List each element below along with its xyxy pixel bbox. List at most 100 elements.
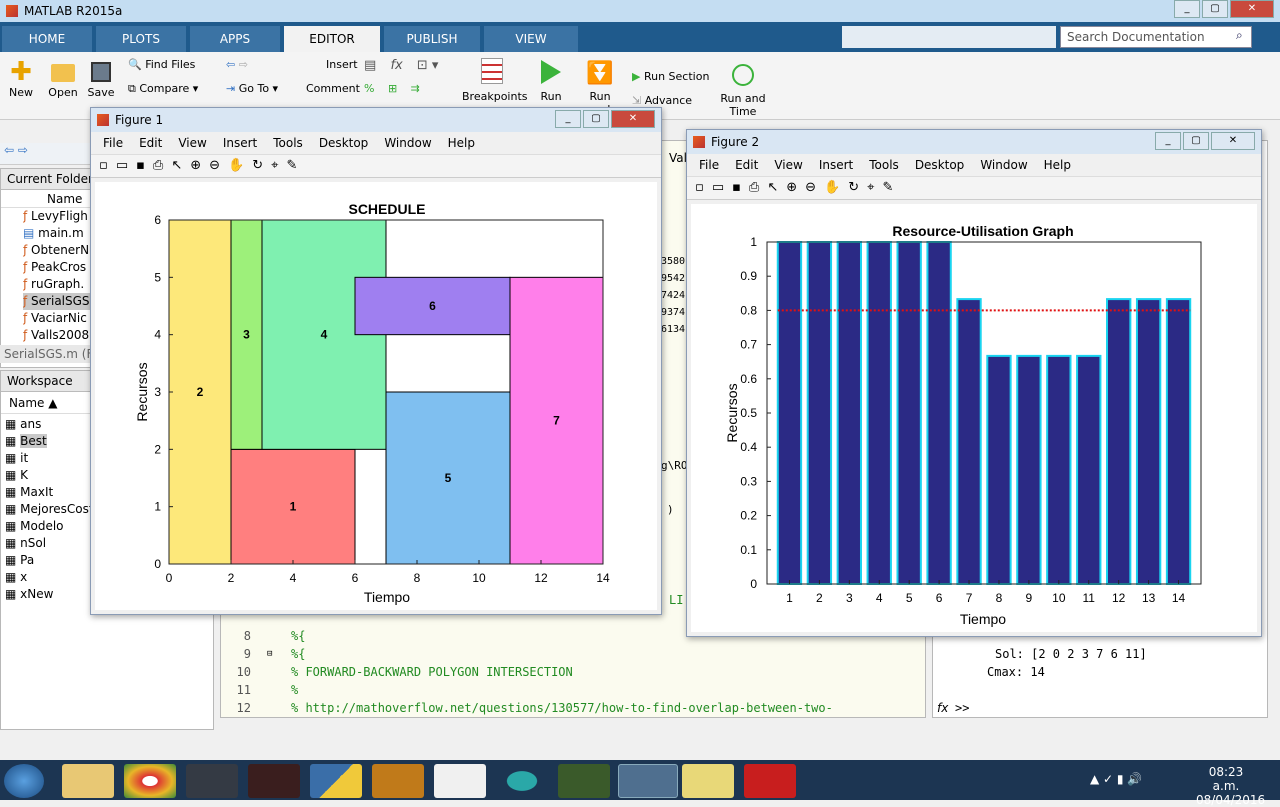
run-and-time-button[interactable]: Run and Time <box>720 58 766 118</box>
clock[interactable]: 08:23 a.m. 08/04/2016 <box>1196 765 1266 807</box>
new-figure-icon[interactable]: ▫ <box>99 158 116 173</box>
data-cursor-icon[interactable]: ⌖ <box>271 158 287 173</box>
fx-icon[interactable]: fx <box>937 701 949 715</box>
figure-1-window[interactable]: Figure 1 _ ▢ ✕ File Edit View Insert Too… <box>90 107 662 615</box>
search-icon[interactable]: ⌕ <box>1236 28 1243 42</box>
variable-row[interactable]: ▦ MaxIt <box>5 485 54 499</box>
menu-file[interactable]: File <box>103 136 124 150</box>
app-icon[interactable] <box>186 764 238 798</box>
insert-button[interactable]: Insert <box>326 58 358 71</box>
menu-window[interactable]: Window <box>384 136 432 150</box>
fold-icon[interactable]: ⊟ <box>267 649 273 659</box>
tab-view[interactable]: VIEW <box>484 26 578 52</box>
apps-grid-icon[interactable] <box>434 764 486 798</box>
file-row[interactable]: ƒ ObtenerN <box>23 243 90 257</box>
sublime-icon[interactable] <box>372 764 424 798</box>
ltspice-icon[interactable] <box>248 764 300 798</box>
variable-row[interactable]: ▦ Modelo <box>5 519 64 533</box>
variable-row[interactable]: ▦ xNew <box>5 587 54 601</box>
figure-2-titlebar[interactable]: Figure 2 _ ▢ ✕ <box>687 130 1261 154</box>
close-button[interactable]: ✕ <box>1211 132 1255 150</box>
variable-row[interactable]: ▦ ans <box>5 417 42 431</box>
file-row[interactable]: ƒ Valls2008 <box>23 328 90 342</box>
maximize-button[interactable]: ▢ <box>1183 132 1209 150</box>
go-to-button[interactable]: ⇥ Go To ▾ <box>226 82 279 95</box>
zoom-in-icon[interactable]: ⊕ <box>786 180 806 195</box>
maximize-button[interactable]: ▢ <box>583 110 609 128</box>
open-file-icon[interactable]: ▭ <box>115 158 137 173</box>
open-button[interactable]: Open <box>46 58 80 99</box>
menu-tools[interactable]: Tools <box>273 136 303 150</box>
matlab-taskbar-icon[interactable] <box>618 764 678 798</box>
brush-icon[interactable]: ✎ <box>286 158 306 173</box>
comment-button[interactable]: Comment <box>306 82 360 95</box>
save-figure-icon[interactable]: ▪ <box>136 158 153 173</box>
menu-desktop[interactable]: Desktop <box>914 158 965 172</box>
menu-desktop[interactable]: Desktop <box>318 136 369 150</box>
menu-window[interactable]: Window <box>980 158 1028 172</box>
figure-2-window[interactable]: Figure 2 _ ▢ ✕ File Edit View Insert Too… <box>686 129 1262 637</box>
file-row[interactable]: ƒ LevyFligh <box>23 209 88 223</box>
variable-row[interactable]: ▦ MejoresCost <box>5 502 94 516</box>
file-row[interactable]: ƒ ruGraph. <box>23 277 85 291</box>
tab-apps[interactable]: APPS <box>190 26 280 52</box>
editor-tab-fragment[interactable]: Vall <box>669 151 691 165</box>
android-studio-icon[interactable] <box>558 764 610 798</box>
variable-row[interactable]: ▦ Pa <box>5 553 35 567</box>
close-button[interactable]: ✕ <box>611 110 655 128</box>
nav-arrows[interactable]: ⇦ ⇨ <box>226 58 248 71</box>
forward-icon[interactable]: ⇨ <box>17 143 28 157</box>
menu-file[interactable]: File <box>699 158 720 172</box>
pan-icon[interactable]: ✋ <box>824 180 849 195</box>
pointer-icon[interactable]: ↖ <box>767 180 787 195</box>
brush-icon[interactable]: ✎ <box>882 180 902 195</box>
variable-row[interactable]: ▦ nSol <box>5 536 47 550</box>
quick-access-toolbar[interactable] <box>842 26 1056 48</box>
command-prompt[interactable]: >> <box>955 701 970 715</box>
open-file-icon[interactable]: ▭ <box>711 180 733 195</box>
pdf-reader-icon[interactable] <box>744 764 796 798</box>
close-button[interactable]: ✕ <box>1230 0 1274 18</box>
print-icon[interactable]: ⎙ <box>748 180 768 195</box>
run-section-button[interactable]: ▶ Run Section <box>632 70 710 83</box>
rotate-icon[interactable]: ↻ <box>848 180 868 195</box>
comment-tools[interactable]: % ⊞ ⇉ <box>364 82 420 95</box>
menu-edit[interactable]: Edit <box>735 158 759 172</box>
advance-button[interactable]: ⇲ Advance <box>632 94 693 107</box>
new-button[interactable]: ✚ New <box>6 58 36 99</box>
minimize-button[interactable]: _ <box>1174 0 1200 18</box>
save-button[interactable]: Save <box>86 58 116 99</box>
pan-icon[interactable]: ✋ <box>228 158 253 173</box>
menu-insert[interactable]: Insert <box>818 158 854 172</box>
tab-plots[interactable]: PLOTS <box>96 26 186 52</box>
file-row[interactable]: ▤ main.m <box>23 226 84 240</box>
file-row[interactable]: ƒ VaciarNic <box>23 311 87 325</box>
data-cursor-icon[interactable]: ⌖ <box>867 180 883 195</box>
tab-editor[interactable]: EDITOR <box>284 26 380 52</box>
menu-help[interactable]: Help <box>447 136 475 150</box>
search-input[interactable]: Search Documentation <box>1060 26 1252 48</box>
zoom-in-icon[interactable]: ⊕ <box>190 158 210 173</box>
python-icon[interactable] <box>310 764 362 798</box>
sticky-notes-icon[interactable] <box>682 764 734 798</box>
minimize-button[interactable]: _ <box>555 110 581 128</box>
menu-help[interactable]: Help <box>1043 158 1071 172</box>
figure-1-titlebar[interactable]: Figure 1 _ ▢ ✕ <box>91 108 661 132</box>
start-button[interactable] <box>4 764 44 798</box>
resource-utilisation-chart[interactable]: Resource-Utilisation Graph 0 0.1 0.2 0.3 0.4… <box>691 204 1257 632</box>
tab-home[interactable]: HOME <box>2 26 92 52</box>
rotate-icon[interactable]: ↻ <box>252 158 272 173</box>
explorer-icon[interactable] <box>62 764 114 798</box>
maximize-button[interactable]: ▢ <box>1202 0 1228 18</box>
file-row[interactable]: ƒ PeakCros <box>23 260 87 274</box>
chrome-icon[interactable] <box>124 764 176 798</box>
find-files-button[interactable]: 🔍 Find Files <box>128 58 196 71</box>
zoom-out-icon[interactable]: ⊖ <box>209 158 229 173</box>
print-icon[interactable]: ⎙ <box>152 158 172 173</box>
tray-icons[interactable]: ▲ ✓ ▮ 🔊 <box>1090 772 1143 786</box>
minimize-button[interactable]: _ <box>1155 132 1181 150</box>
menu-view[interactable]: View <box>178 136 207 150</box>
variable-row[interactable]: ▦ x <box>5 570 28 584</box>
